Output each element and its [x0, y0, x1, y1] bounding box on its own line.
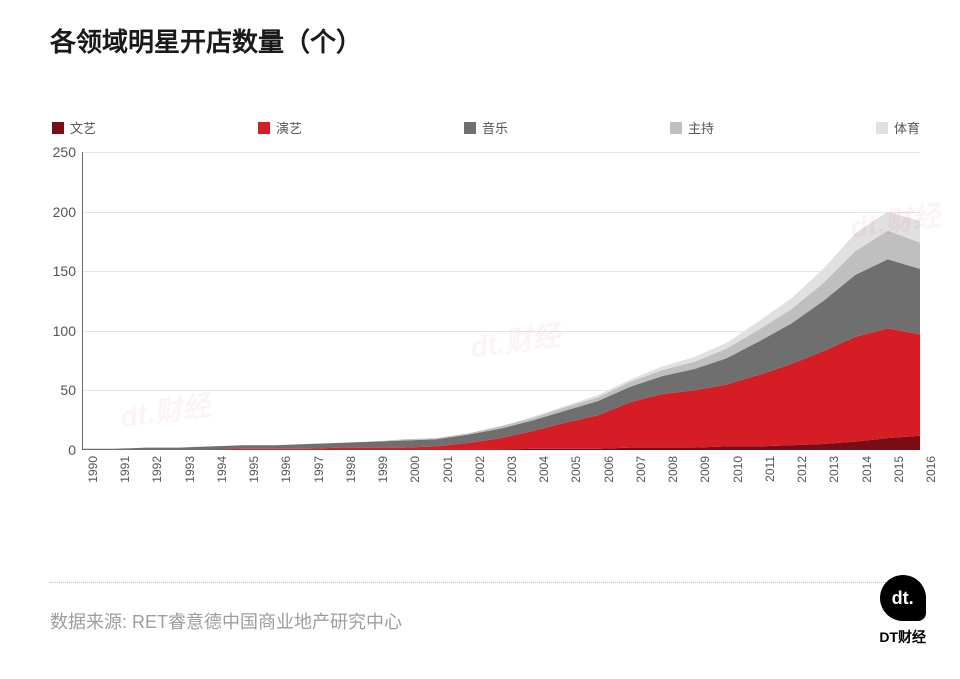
- x-tick-label: 2013: [827, 456, 841, 483]
- x-tick-label: 2015: [892, 456, 906, 483]
- legend-label: 主持: [688, 118, 714, 137]
- chart-area: 050100150200250 199019911992199319941995…: [50, 142, 920, 502]
- y-tick-label: 150: [46, 263, 76, 279]
- legend: 文艺 演艺 音乐 主持 体育: [52, 118, 920, 137]
- x-tick-label: 1992: [150, 456, 164, 483]
- x-tick-label: 2005: [569, 456, 583, 483]
- legend-label: 演艺: [276, 118, 302, 137]
- brand-logo-icon: dt.: [880, 575, 926, 621]
- x-tick-label: 2012: [795, 456, 809, 483]
- legend-item: 演艺: [258, 118, 302, 137]
- x-tick-label: 2008: [666, 456, 680, 483]
- y-tick-label: 100: [46, 323, 76, 339]
- x-tick-label: 2016: [924, 456, 938, 483]
- legend-item: 音乐: [464, 118, 508, 137]
- x-tick-label: 1997: [312, 456, 326, 483]
- x-tick-label: 2000: [408, 456, 422, 483]
- x-tick-label: 2003: [505, 456, 519, 483]
- x-axis-labels: 1990 1991 1992 1993 1994 1995 1996 1997 1998 1999…: [82, 452, 920, 502]
- chart-title: 各领域明星开店数量（个）: [50, 22, 362, 59]
- x-tick-label: 2010: [731, 456, 745, 483]
- x-tick-label: 2002: [473, 456, 487, 483]
- legend-label: 体育: [894, 118, 920, 137]
- footer-divider: [50, 582, 920, 583]
- legend-item: 体育: [876, 118, 920, 137]
- brand-block: dt. DT财经: [879, 575, 926, 647]
- x-tick-label: 1995: [247, 456, 261, 483]
- x-tick-label: 1998: [344, 456, 358, 483]
- x-tick-label: 2006: [602, 456, 616, 483]
- x-tick-label: 1996: [279, 456, 293, 483]
- brand-name: DT财经: [879, 627, 926, 647]
- legend-label: 文艺: [70, 118, 96, 137]
- y-tick-label: 250: [46, 144, 76, 160]
- y-tick-label: 0: [46, 442, 76, 458]
- x-tick-label: 1990: [86, 456, 100, 483]
- source-text: 数据来源: RET睿意德中国商业地产研究中心: [50, 608, 402, 634]
- x-tick-label: 2007: [634, 456, 648, 483]
- y-tick-label: 200: [46, 204, 76, 220]
- legend-item: 主持: [670, 118, 714, 137]
- stacked-area-plot: [82, 152, 920, 450]
- legend-item: 文艺: [52, 118, 96, 137]
- x-tick-label: 1999: [376, 456, 390, 483]
- legend-swatch-icon: [464, 122, 476, 134]
- legend-swatch-icon: [258, 122, 270, 134]
- x-tick-label: 2001: [441, 456, 455, 483]
- legend-swatch-icon: [52, 122, 64, 134]
- x-tick-label: 2004: [537, 456, 551, 483]
- x-tick-label: 2014: [860, 456, 874, 483]
- legend-swatch-icon: [876, 122, 888, 134]
- x-tick-label: 1994: [215, 456, 229, 483]
- x-tick-label: 1993: [183, 456, 197, 483]
- y-tick-label: 50: [46, 382, 76, 398]
- x-tick-label: 2009: [698, 456, 712, 483]
- x-tick-label: 1991: [118, 456, 132, 483]
- legend-swatch-icon: [670, 122, 682, 134]
- x-tick-label: 2011: [763, 456, 777, 482]
- legend-label: 音乐: [482, 118, 508, 137]
